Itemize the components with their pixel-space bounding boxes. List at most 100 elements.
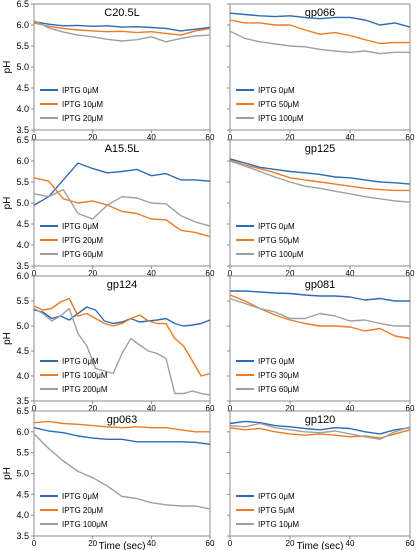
y-tick-label: 6.0 [16, 271, 29, 281]
chart-panel-gp124: gp124 3.5 4.0 4.5 5.0 5.5 6.0 pH 0 20 40 60 IPTG 0μM… [2, 271, 215, 413]
x-tick-label: 0 [32, 539, 37, 548]
y-tick-label: 4.5 [16, 219, 29, 229]
legend-label: IPTG 100μM [258, 114, 304, 123]
panel-frame [229, 275, 411, 402]
y-tick-label: 4.5 [16, 346, 29, 356]
legend-label: IPTG 50μM [258, 236, 299, 245]
y-tick-label: 4.0 [16, 104, 29, 114]
x-tick-label: 20 [88, 539, 97, 548]
x-tick-label: 0 [228, 404, 233, 413]
legend-label: IPTG 100μM [62, 520, 108, 529]
x-tick-label: 60 [206, 539, 215, 548]
series-line-gray [229, 422, 411, 440]
x-tick-label: 20 [286, 133, 295, 142]
legend-label: IPTG 0μM [62, 222, 99, 231]
y-tick-label: 4.5 [16, 83, 29, 93]
series-line-gray [229, 30, 410, 55]
series-line-gray [33, 433, 211, 510]
x-tick-label: 20 [88, 404, 97, 413]
legend-label: IPTG 5μM [258, 506, 295, 515]
y-tick-label: 4.0 [16, 510, 29, 520]
panel-frame [229, 139, 411, 267]
x-axis-label: Time (sec) [99, 541, 146, 550]
x-tick-label: 0 [32, 404, 37, 413]
x-tick-label: 40 [147, 269, 156, 278]
x-tick-label: 60 [406, 539, 415, 548]
series-line-blue [229, 12, 411, 28]
chart-title: gp124 [107, 279, 138, 291]
legend-label: IPTG 100μM [258, 250, 304, 259]
x-tick-label: 60 [406, 133, 415, 142]
series-line-orange [33, 420, 210, 433]
chart-title: gp120 [305, 414, 336, 426]
series-line-gray [229, 160, 411, 203]
series-line-blue [33, 427, 211, 445]
x-tick-label: 40 [147, 133, 156, 142]
series-line-blue [229, 158, 411, 185]
x-tick-label: 40 [346, 269, 355, 278]
x-tick-label: 0 [228, 269, 233, 278]
chart-panel-c20-5l: C20.5L 3.5 4.0 4.5 5.0 5.5 6.0 6.5 pH 0 20 40 60 IPTG… [2, 0, 215, 142]
legend-label: IPTG 200μM [62, 385, 108, 394]
series-line-blue [33, 20, 211, 32]
y-tick-label: 4.0 [16, 240, 29, 250]
x-tick-label: 60 [206, 133, 215, 142]
chart-title: gp125 [305, 143, 336, 155]
y-tick-label: 6.5 [16, 0, 29, 9]
y-tick-label: 6.5 [16, 135, 29, 145]
chart-title: gp081 [305, 279, 336, 291]
y-tick-label: 3.5 [16, 531, 29, 541]
x-tick-label: 20 [286, 269, 295, 278]
legend-label: IPTG 0μM [62, 357, 99, 366]
y-tick-label: 5.5 [16, 296, 29, 306]
y-tick-label: 4.5 [16, 489, 29, 499]
y-tick-label: 3.5 [16, 261, 29, 271]
legend-label: IPTG 60μM [62, 250, 103, 259]
series-line-orange [229, 427, 411, 439]
x-tick-label: 60 [206, 269, 215, 278]
chart-title: gp066 [305, 7, 336, 19]
y-axis-label: pH [2, 467, 13, 480]
x-tick-label: 20 [286, 539, 295, 548]
x-axis-label: Time (sec) [297, 541, 344, 550]
legend-label: IPTG 0μM [62, 492, 99, 501]
y-tick-label: 3.5 [16, 396, 29, 406]
series-line-blue [229, 420, 411, 435]
chart-title: A15.5L [105, 143, 140, 155]
x-tick-label: 20 [286, 404, 295, 413]
series-line-gray [229, 297, 410, 327]
y-tick-label: 5.5 [16, 41, 29, 51]
chart-title: C20.5L [104, 7, 139, 19]
x-tick-label: 0 [228, 539, 233, 548]
series-line-blue [33, 306, 211, 327]
series-line-orange [229, 294, 411, 340]
x-tick-label: 60 [206, 404, 215, 413]
y-tick-label: 4.0 [16, 371, 29, 381]
y-tick-label: 5.0 [16, 321, 29, 331]
series-line-gray [33, 307, 211, 396]
x-tick-label: 0 [32, 133, 37, 142]
y-tick-label: 5.0 [16, 62, 29, 72]
x-tick-label: 60 [406, 269, 415, 278]
x-tick-label: 40 [346, 539, 355, 548]
legend-label: IPTG 100μM [62, 371, 108, 380]
panel-frame [33, 275, 211, 402]
legend-label: IPTG 0μM [62, 86, 99, 95]
x-tick-label: 40 [147, 539, 156, 548]
legend-label: IPTG 50μM [258, 100, 299, 109]
legend-label: IPTG 30μM [258, 371, 299, 380]
y-tick-label: 6.5 [16, 406, 29, 416]
chart-title: gp063 [107, 414, 138, 426]
chart-panel-gp081: gp081 0 20 40 60 IPTG 0μM IPTG 30μM IPTG 60μM [227, 275, 415, 413]
chart-panel-gp125: gp125 0 20 40 60 IPTG 0μM IPTG 50μM IPTG 100μM [227, 139, 415, 278]
legend-label: IPTG 0μM [258, 357, 295, 366]
y-tick-label: 5.0 [16, 469, 29, 479]
series-line-blue [230, 290, 410, 302]
series-line-orange [229, 159, 410, 192]
series-line-orange [33, 177, 211, 238]
chart-panel-gp063: gp063 3.5 4.0 4.5 5.0 5.5 6.0 6.5 pH 0 20 40 60 Time … [2, 406, 215, 550]
legend-label: IPTG 10μM [62, 100, 103, 109]
x-tick-label: 20 [88, 133, 97, 142]
legend-label: IPTG 20μM [62, 114, 103, 123]
